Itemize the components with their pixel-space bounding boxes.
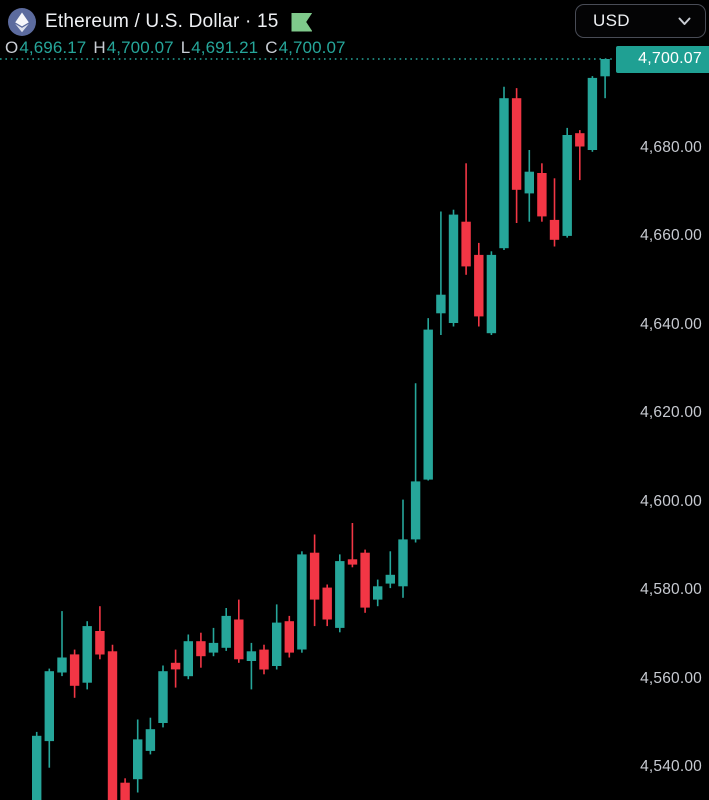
high-value: 4,700.07 xyxy=(106,38,174,57)
price-axis[interactable]: 4,680.00 4,660.00 4,640.00 4,620.00 4,600.00… xyxy=(612,0,709,800)
high-label: H xyxy=(93,38,106,57)
price-axis-label: 4,580.00 xyxy=(640,581,702,599)
open-label: O xyxy=(5,38,19,57)
symbol-title[interactable]: Ethereum / U.S. Dollar · 15 xyxy=(45,11,279,32)
ethereum-logo xyxy=(8,8,36,36)
price-axis-label: 4,600.00 xyxy=(640,492,702,510)
low-label: L xyxy=(180,38,191,57)
price-axis-label: 4,540.00 xyxy=(640,758,702,776)
ohlc-legend: O4,696.17 H4,700.07 L4,691.21 C4,700.07 xyxy=(5,38,353,58)
chevron-down-icon xyxy=(678,17,691,25)
open-value: 4,696.17 xyxy=(19,38,87,57)
price-axis-label: 4,620.00 xyxy=(640,404,702,422)
last-price-badge: 4,700.07 xyxy=(616,45,709,73)
close-value: 4,700.07 xyxy=(278,38,346,57)
currency-selector-label: USD xyxy=(593,11,630,30)
price-axis-label: 4,680.00 xyxy=(640,138,702,156)
close-label: C xyxy=(265,38,278,57)
flag-icon[interactable] xyxy=(291,12,313,32)
currency-selector[interactable]: USD xyxy=(575,4,706,38)
price-axis-label: 4,660.00 xyxy=(640,227,702,245)
symbol-row: Ethereum / U.S. Dollar · 15 xyxy=(8,8,313,36)
price-axis-label: 4,640.00 xyxy=(640,315,702,333)
low-value: 4,691.21 xyxy=(191,38,259,57)
price-axis-label: 4,560.00 xyxy=(640,669,702,687)
